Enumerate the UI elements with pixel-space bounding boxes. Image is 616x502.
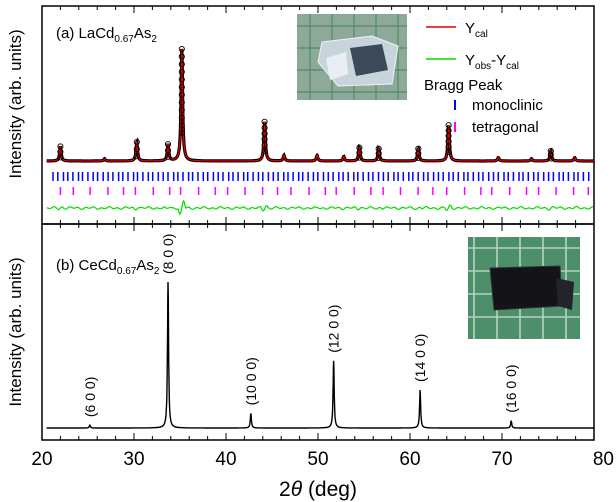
observed-point	[178, 68, 185, 75]
observed-point	[375, 154, 382, 161]
observed-point	[178, 122, 185, 129]
peak-label: (14 0 0)	[412, 334, 428, 382]
observed-point	[415, 154, 422, 161]
observed-point	[133, 146, 140, 153]
peak-label: (6 0 0)	[82, 377, 98, 417]
difference-line	[46, 199, 594, 216]
observed-point	[375, 150, 382, 157]
observed-point	[178, 129, 185, 137]
x-axis-tick-labels: 20 30 40 50 60 70 80	[31, 449, 614, 470]
y-axis-label-a: Intensity (arb. units)	[6, 29, 25, 178]
panel-b-label: (b) CeCd0.67As2	[56, 257, 160, 277]
observed-point	[133, 153, 140, 160]
observed-point	[261, 130, 268, 137]
x-tick-label: 70	[491, 449, 512, 470]
observed-point	[178, 61, 185, 68]
observed-point	[547, 151, 554, 158]
observed-point	[57, 143, 64, 150]
observed-point	[261, 118, 268, 125]
observed-point	[261, 136, 268, 143]
observed-point	[415, 150, 422, 157]
peak-labels: (6 0 0) (8 0 0) (10 0 0) (12 0 0) (14 0 0) (1…	[82, 234, 519, 418]
panel-b-pattern	[46, 281, 594, 429]
legend-diff-label: Yobs-Ycal	[465, 52, 519, 72]
panel-b-crystal-photo	[468, 237, 580, 339]
peak-label: (8 0 0)	[160, 234, 176, 274]
observed-point	[133, 138, 140, 146]
tetragonal-tick-row	[59, 187, 590, 195]
peak-label: (12 0 0)	[326, 305, 342, 353]
observed-point	[178, 76, 185, 83]
panel-a-crystal-photo	[297, 14, 407, 100]
observed-point	[178, 84, 185, 91]
peak-label: (16 0 0)	[503, 364, 519, 412]
xrd-line	[46, 281, 594, 429]
peak-label: (10 0 0)	[243, 357, 259, 405]
calculated-pattern-line	[46, 48, 594, 162]
legend-bragg-title: Bragg Peak	[424, 77, 503, 94]
observed-point	[356, 144, 363, 151]
observed-point	[261, 124, 268, 131]
x-tick-label: 30	[123, 449, 144, 470]
legend-monoclinic-label: monoclinic	[472, 97, 543, 114]
observed-point	[178, 91, 185, 98]
x-tick-label: 40	[215, 449, 236, 470]
x-axis-ticks	[41, 6, 595, 440]
difference-curve	[46, 199, 594, 216]
panel-a-label: (a) LaCd0.67As2	[56, 25, 157, 45]
observed-point	[445, 122, 452, 129]
x-axis-label: 2θ (deg)	[279, 478, 357, 501]
y-axis-label-b: Intensity (arb. units)	[6, 257, 25, 406]
legend: Ycal Yobs-Ycal Bragg Peak monoclinic tet…	[424, 20, 543, 136]
observed-point	[261, 148, 268, 155]
observed-point	[547, 147, 554, 154]
observed-points	[57, 45, 554, 162]
x-tick-label: 50	[307, 449, 328, 470]
observed-point	[375, 145, 382, 152]
observed-point	[178, 53, 185, 60]
x-tick-label: 80	[593, 449, 614, 470]
observed-point	[178, 45, 185, 53]
observed-point	[178, 114, 185, 121]
observed-point	[178, 107, 185, 114]
calculated-pattern	[46, 48, 594, 162]
observed-point	[547, 155, 554, 162]
monoclinic-tick-row	[52, 172, 590, 181]
observed-point	[415, 145, 422, 152]
observed-point	[261, 142, 268, 149]
legend-ycal-label: Ycal	[465, 20, 488, 40]
observed-point	[164, 153, 172, 160]
x-tick-label: 60	[399, 449, 420, 470]
observed-point	[164, 147, 172, 154]
observed-point	[178, 99, 185, 106]
legend-tetragonal-label: tetragonal	[472, 119, 539, 136]
x-tick-label: 20	[31, 449, 52, 470]
observed-point	[164, 141, 172, 148]
